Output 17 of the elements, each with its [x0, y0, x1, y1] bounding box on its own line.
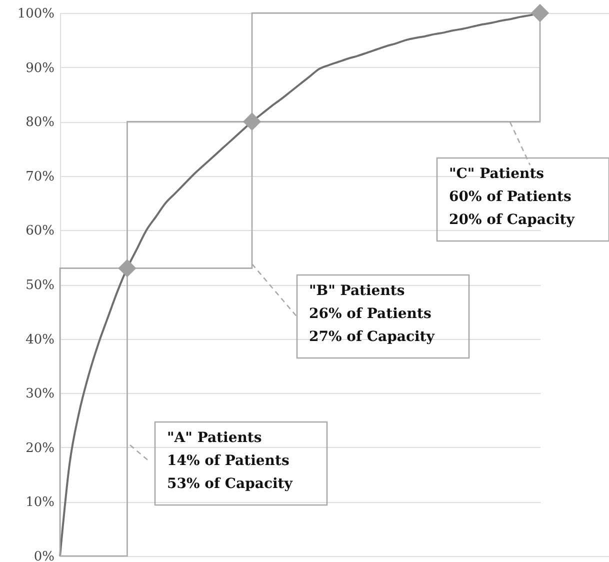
y-tick-label: 90% — [26, 60, 54, 76]
point — [242, 112, 262, 131]
y-tick-label: 0% — [34, 550, 54, 562]
y-tick-label: 10% — [26, 495, 54, 510]
y-tick-label: 100% — [17, 6, 54, 22]
y-tick-label: 50% — [26, 278, 54, 293]
annotation: "C" Patients 60% of Patients 20% of Capacity — [449, 166, 576, 228]
annotation: "A" Patients 14% of Patients 53% of Capacity — [167, 430, 294, 492]
y-tick-label: 70% — [26, 169, 54, 184]
point — [118, 259, 136, 278]
point — [530, 4, 550, 22]
y-tick-label: 20% — [26, 440, 54, 456]
y-tick-label: 40% — [26, 332, 54, 348]
annotation: "B" Patients 26% of Patients 27% of Capacity — [309, 283, 436, 345]
y-tick-label: 30% — [26, 386, 54, 402]
y-tick-label: 80% — [26, 115, 54, 130]
y-tick-label: 60% — [26, 224, 54, 239]
